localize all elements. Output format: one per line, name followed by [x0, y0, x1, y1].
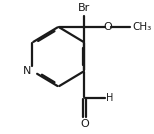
Text: H: H: [106, 93, 113, 103]
Text: N: N: [23, 66, 31, 76]
Text: CH₃: CH₃: [132, 22, 152, 32]
Text: O: O: [103, 22, 112, 32]
Text: Br: Br: [78, 3, 91, 13]
Text: O: O: [80, 119, 89, 129]
